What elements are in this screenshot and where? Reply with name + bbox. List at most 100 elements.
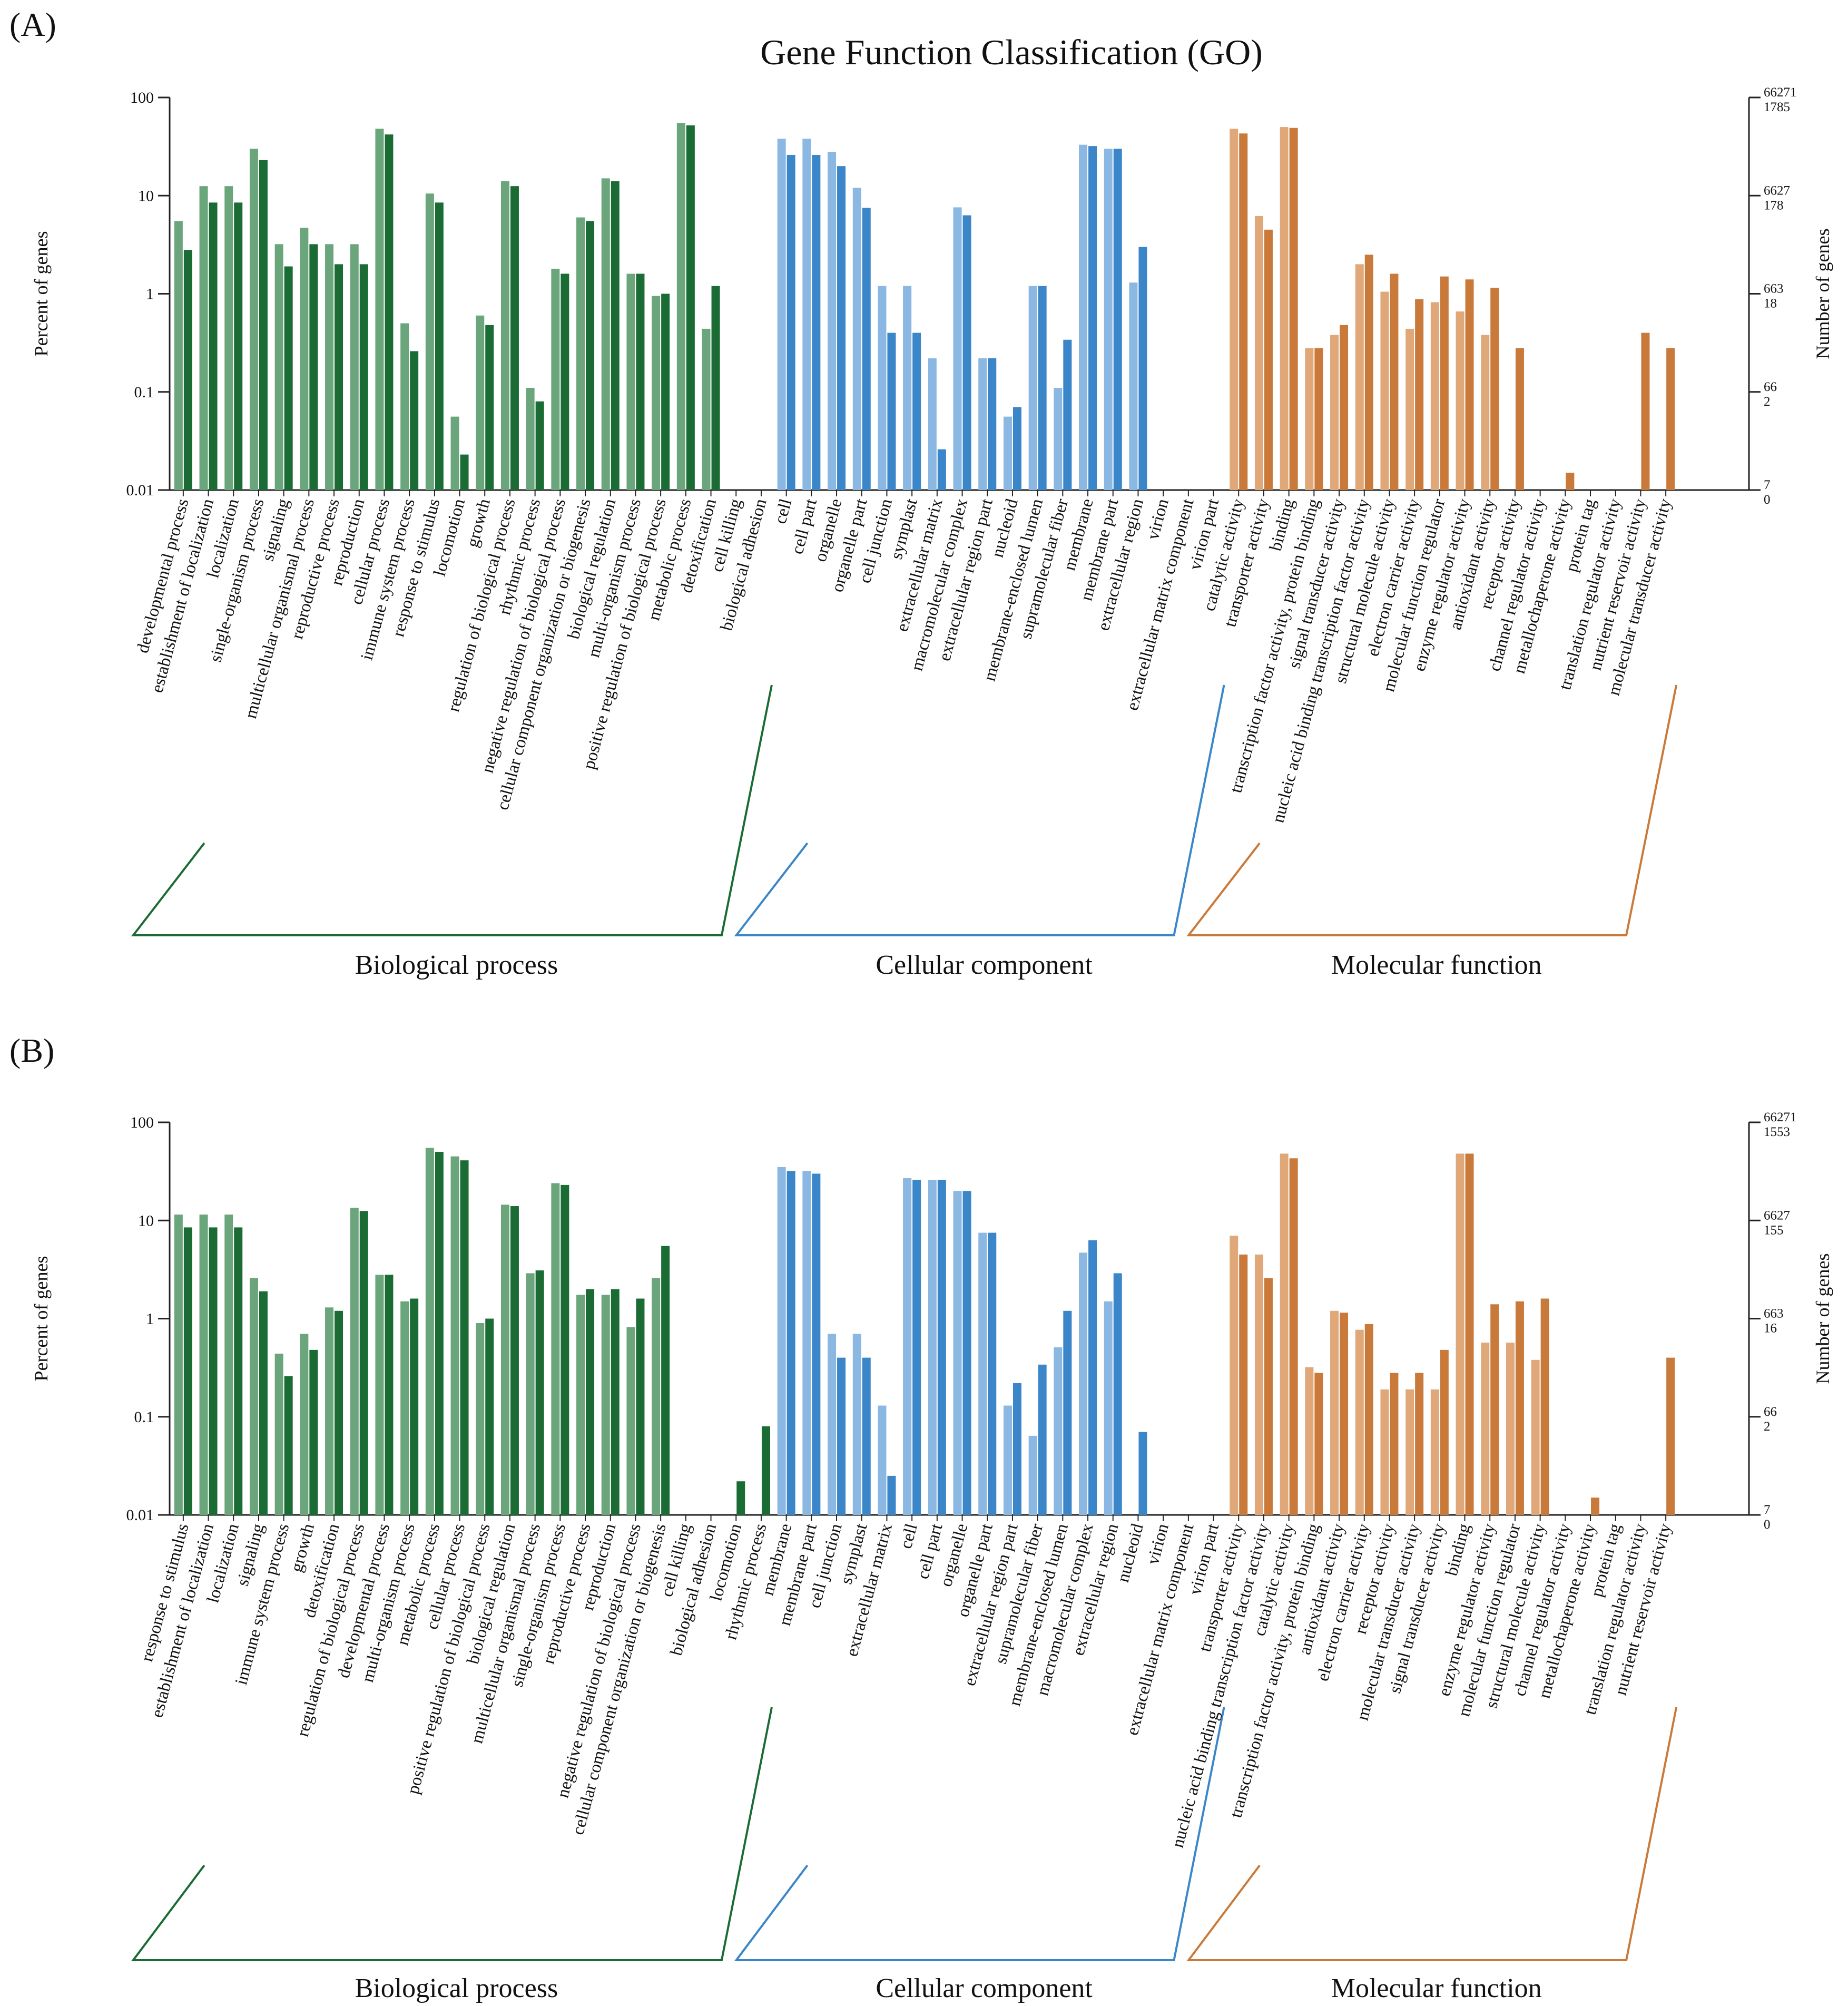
y2-tick-label-all: 7 — [1764, 1503, 1771, 1517]
bar-deg — [209, 1227, 218, 1515]
bar-all-unigenes — [350, 244, 359, 490]
bar-deg — [385, 1275, 394, 1515]
bar-all-unigenes — [1254, 216, 1263, 490]
panel-a: (A)1001010.10.01662711785662717866318662… — [9, 6, 1833, 980]
bar-deg — [1340, 1313, 1349, 1515]
bar-deg — [812, 154, 821, 491]
chart-title: Gene Function Classification (GO) — [760, 32, 1263, 72]
bar-all-unigenes — [224, 186, 233, 490]
bar-deg — [1364, 1324, 1373, 1515]
y2-tick-label-all: 6627 — [1764, 183, 1790, 198]
bar-deg — [787, 1171, 795, 1515]
bar-deg — [1138, 247, 1147, 490]
bar-deg — [385, 134, 394, 491]
bar-all-unigenes — [1254, 1254, 1263, 1515]
bar-deg — [1415, 299, 1424, 490]
bar-all-unigenes — [777, 1167, 786, 1515]
bar-deg — [1465, 1153, 1474, 1515]
bar-deg — [611, 1289, 620, 1515]
bar-all-unigenes — [928, 358, 937, 490]
bar-deg — [1113, 1273, 1122, 1515]
panel-label: (A) — [9, 6, 56, 43]
bar-deg — [410, 351, 419, 490]
bar-all-unigenes — [652, 296, 661, 490]
bar-all-unigenes — [828, 151, 837, 491]
bar-deg — [887, 332, 896, 490]
bar-deg — [1440, 1349, 1449, 1515]
bar-all-unigenes — [878, 286, 887, 490]
bar-deg — [410, 1298, 419, 1515]
bar-deg — [686, 125, 695, 490]
bar-all-unigenes — [274, 244, 283, 490]
bar-deg — [812, 1173, 821, 1515]
bar-deg — [1264, 229, 1273, 490]
y-tick-label: 1 — [146, 286, 154, 303]
bar-deg — [460, 454, 469, 490]
category-label: virion — [1144, 497, 1173, 542]
bar-deg — [912, 1179, 921, 1515]
bar-deg — [1440, 276, 1449, 490]
bar-all-unigenes — [325, 1307, 334, 1515]
bar-all-unigenes — [1355, 264, 1364, 490]
y2-tick-label-all: 663 — [1764, 1307, 1784, 1321]
bar-all-unigenes — [1405, 1389, 1414, 1515]
bar-all-unigenes — [500, 1205, 509, 1515]
bar-all-unigenes — [400, 1301, 409, 1515]
bar-all-unigenes — [400, 323, 409, 490]
bar-deg — [988, 358, 997, 490]
y2-tick-label-deg: 1785 — [1764, 100, 1790, 114]
y-tick-label: 100 — [130, 89, 154, 106]
bar-all-unigenes — [953, 207, 962, 490]
y2-tick-label-deg: 16 — [1764, 1322, 1777, 1336]
bar-deg — [535, 401, 544, 490]
bar-deg — [1038, 286, 1047, 490]
bar-deg — [234, 202, 243, 490]
y-tick-label: 0.1 — [134, 384, 154, 401]
bar-all-unigenes — [1003, 416, 1012, 490]
bar-deg — [1013, 1383, 1021, 1515]
bar-all-unigenes — [274, 1353, 283, 1515]
bar-deg — [435, 1152, 444, 1515]
bar-all-unigenes — [1104, 149, 1113, 490]
bar-all-unigenes — [500, 181, 509, 490]
y2-tick-label-all: 6627 — [1764, 1208, 1790, 1222]
bar-all-unigenes — [526, 388, 535, 490]
y2-axis-title: Number of genes — [1812, 1254, 1833, 1384]
bar-deg — [209, 202, 218, 490]
bar-all-unigenes — [526, 1273, 535, 1515]
bar-deg — [636, 273, 645, 490]
bar-all-unigenes — [199, 186, 208, 490]
bar-all-unigenes — [1405, 328, 1414, 490]
bar-all-unigenes — [852, 1334, 861, 1515]
bar-deg — [561, 1185, 569, 1515]
bar-deg — [1088, 1240, 1097, 1515]
bar-deg — [1390, 273, 1399, 490]
bar-all-unigenes — [903, 286, 912, 490]
bar-deg — [284, 266, 293, 490]
bar-all-unigenes — [300, 228, 309, 490]
bar-all-unigenes — [350, 1207, 359, 1515]
bar-deg — [912, 332, 921, 490]
bar-all-unigenes — [375, 129, 384, 490]
bar-all-unigenes — [174, 1214, 183, 1515]
y2-tick-label-deg: 2 — [1764, 1420, 1771, 1434]
y-axis-title: Percent of genes — [31, 1256, 52, 1382]
bar-all-unigenes — [1079, 1252, 1088, 1515]
bar-deg — [259, 160, 268, 491]
bar-all-unigenes — [1129, 282, 1138, 490]
bar-deg — [234, 1227, 243, 1515]
bar-deg — [962, 215, 971, 491]
y2-tick-label-all: 66271 — [1764, 85, 1797, 100]
bar-deg — [1566, 473, 1575, 490]
bar-deg — [1264, 1278, 1273, 1515]
bar-all-unigenes — [626, 1327, 635, 1515]
panel-label: (B) — [9, 1032, 54, 1069]
bar-deg — [561, 273, 569, 490]
bar-deg — [1490, 288, 1499, 490]
bar-all-unigenes — [702, 328, 711, 490]
bar-deg — [535, 1270, 544, 1515]
y2-tick-label-deg: 0 — [1764, 493, 1771, 507]
bar-deg — [1088, 146, 1097, 491]
bar-all-unigenes — [601, 1295, 610, 1515]
bar-deg — [510, 1206, 519, 1515]
